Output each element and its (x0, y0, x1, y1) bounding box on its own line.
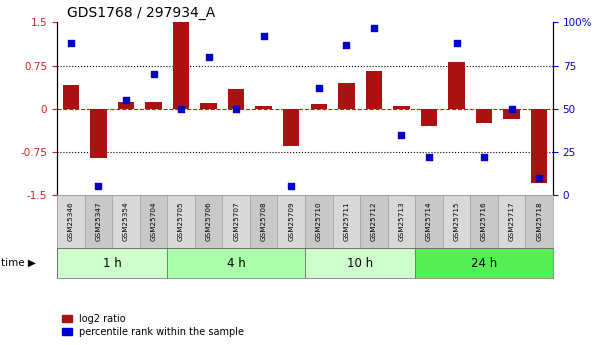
Bar (415, 195, 443, 248)
Bar (228, 89, 245, 109)
Point (452, 40, 462, 46)
Text: GDS1768 / 297934_A: GDS1768 / 297934_A (67, 6, 215, 20)
Text: GSM25707: GSM25707 (233, 202, 239, 242)
Bar (531, 109, 548, 184)
Bar (195, 195, 222, 248)
Point (479, 154, 489, 160)
Bar (118, 102, 134, 109)
Text: 4 h: 4 h (227, 257, 246, 269)
Bar (90, 109, 107, 158)
Bar (393, 106, 410, 109)
Bar (85, 195, 112, 248)
Text: GSM25705: GSM25705 (178, 202, 184, 242)
Bar (167, 248, 305, 278)
Bar (388, 195, 415, 248)
Point (204, 54, 213, 60)
Bar (255, 106, 272, 109)
Bar (525, 195, 553, 248)
Bar (278, 195, 305, 248)
Text: 1 h: 1 h (103, 257, 121, 269)
Bar (360, 195, 388, 248)
Bar (283, 109, 299, 146)
Text: 24 h: 24 h (471, 257, 497, 269)
Bar (145, 102, 162, 109)
Bar (173, 22, 189, 109)
Bar (63, 85, 79, 109)
Bar (332, 195, 360, 248)
Bar (421, 109, 438, 126)
Bar (443, 195, 471, 248)
Bar (140, 195, 167, 248)
Legend: log2 ratio, percentile rank within the sample: log2 ratio, percentile rank within the s… (62, 314, 245, 337)
Text: GSM25716: GSM25716 (481, 202, 487, 242)
Point (231, 106, 241, 111)
Point (94, 184, 103, 189)
Point (287, 184, 296, 189)
Text: time ▶: time ▶ (1, 258, 35, 268)
Text: GSM25711: GSM25711 (343, 202, 349, 242)
Bar (365, 71, 382, 109)
Bar (415, 248, 553, 278)
Text: GSM25354: GSM25354 (123, 202, 129, 242)
Text: GSM25708: GSM25708 (261, 202, 267, 242)
Point (534, 175, 544, 180)
Text: GSM25712: GSM25712 (371, 202, 377, 242)
Bar (448, 61, 465, 109)
Bar (476, 109, 492, 123)
Text: GSM25346: GSM25346 (68, 202, 74, 242)
Bar (305, 248, 415, 278)
Point (424, 154, 434, 160)
Point (148, 71, 158, 77)
Bar (200, 103, 217, 109)
Point (259, 33, 269, 39)
Text: GSM25704: GSM25704 (150, 202, 156, 242)
Bar (57, 195, 85, 248)
Point (369, 25, 379, 30)
Text: 10 h: 10 h (347, 257, 373, 269)
Point (341, 42, 351, 48)
Point (397, 132, 406, 137)
Text: GSM25347: GSM25347 (96, 202, 102, 242)
Bar (471, 195, 498, 248)
Text: GSM25706: GSM25706 (206, 202, 212, 242)
Point (66, 40, 76, 46)
Bar (112, 195, 140, 248)
Bar (167, 195, 195, 248)
Point (507, 106, 516, 111)
Text: GSM25717: GSM25717 (508, 202, 514, 242)
Text: GSM25714: GSM25714 (426, 202, 432, 242)
Bar (305, 195, 332, 248)
Bar (338, 83, 355, 109)
Point (121, 97, 131, 103)
Bar (504, 109, 520, 119)
Bar (57, 248, 167, 278)
Point (176, 106, 186, 111)
Text: GSM25715: GSM25715 (454, 202, 460, 242)
Point (314, 85, 323, 91)
Text: GSM25710: GSM25710 (316, 202, 322, 242)
Bar (311, 104, 327, 109)
Text: GSM25709: GSM25709 (288, 202, 294, 242)
Bar (250, 195, 278, 248)
Bar (222, 195, 250, 248)
Bar (498, 195, 525, 248)
Text: GSM25718: GSM25718 (536, 202, 542, 242)
Text: GSM25713: GSM25713 (398, 202, 404, 242)
